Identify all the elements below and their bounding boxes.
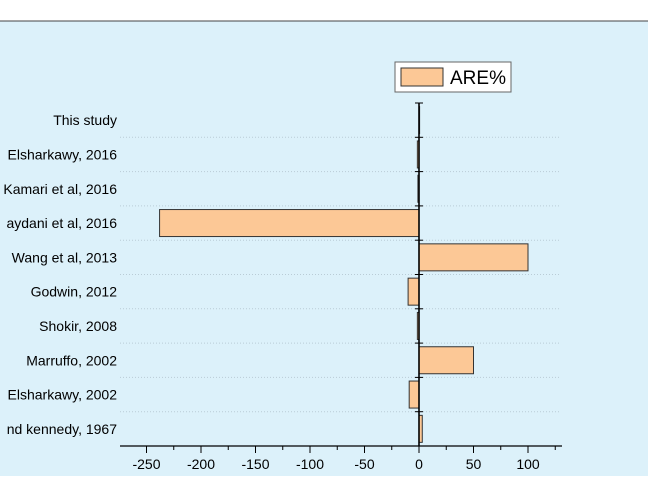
category-label: Shokir, 2008 [39, 318, 117, 334]
legend: ARE% [394, 61, 512, 93]
bar-5 [418, 243, 529, 272]
x-tick-label: -250 [132, 456, 160, 472]
legend-label: ARE% [450, 68, 506, 89]
plot-area [0, 21, 648, 476]
category-label: Elsharkawy, 2002 [8, 387, 118, 403]
gridlines [120, 136, 560, 413]
axes [120, 102, 562, 453]
bar-4 [159, 209, 420, 238]
category-label: Wang et al, 2013 [12, 249, 118, 265]
x-tick-label: 0 [415, 456, 423, 472]
category-label: Elsharkawy, 2016 [8, 146, 118, 162]
legend-swatch [400, 67, 444, 87]
x-tick-label: -100 [296, 456, 324, 472]
x-tick-labels: -250 -200 -150 -100 -50 0 50 100 [132, 456, 539, 472]
category-labels: This study Elsharkawy, 2016 Kamari et al, … [3, 112, 117, 437]
category-label: This study [53, 112, 117, 128]
x-tick-label: 50 [466, 456, 482, 472]
category-label: Marruffo, 2002 [26, 352, 117, 368]
bar-9 [408, 380, 420, 409]
x-tick-label: 100 [516, 456, 540, 472]
x-tick-label: -200 [187, 456, 215, 472]
category-label: Godwin, 2012 [31, 284, 118, 300]
category-label: Kamari et al, 2016 [3, 181, 117, 197]
bar-8 [418, 346, 474, 375]
x-tick-label: -50 [354, 456, 374, 472]
bar-6 [407, 277, 420, 306]
x-tick-label: -150 [241, 456, 269, 472]
category-label: nd kennedy, 1967 [7, 421, 117, 437]
category-label: aydani et al, 2016 [6, 215, 117, 231]
